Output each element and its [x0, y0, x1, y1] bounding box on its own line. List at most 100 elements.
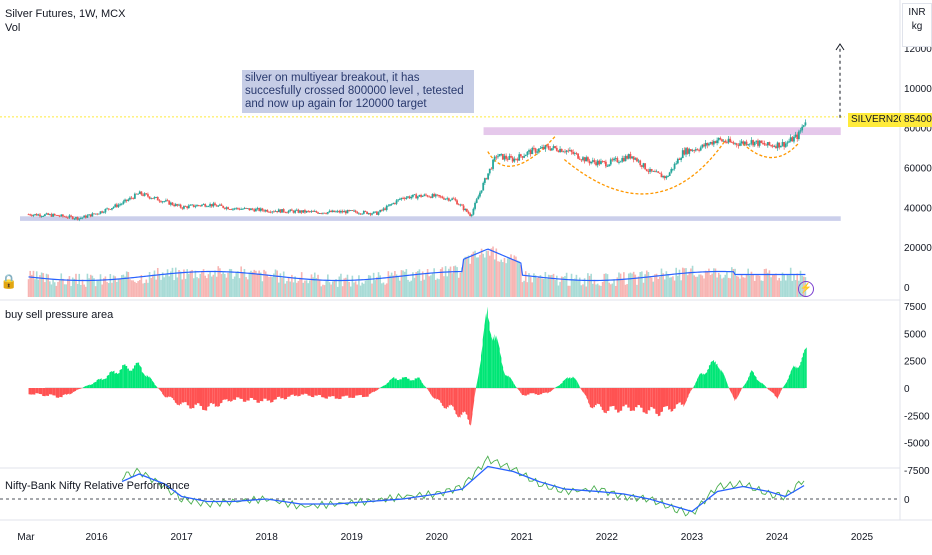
candle-body [690, 149, 692, 152]
candle-body [109, 209, 112, 210]
candle-body [325, 213, 328, 215]
candle-body [531, 147, 534, 155]
candle-body [459, 204, 462, 206]
volume-bar [53, 282, 56, 297]
pressure-segment [270, 388, 274, 403]
pressure-segment [703, 373, 706, 388]
pressure-segment [583, 388, 585, 395]
pressure-segment [611, 388, 615, 407]
volume-bar [534, 275, 537, 297]
candle-body [299, 210, 301, 213]
volume-bar [318, 280, 321, 297]
candle-body [40, 216, 43, 217]
candle-body [662, 175, 665, 178]
volume-bar [336, 286, 339, 297]
candle-body [364, 211, 367, 212]
candle-body [742, 141, 745, 145]
candle-body [464, 208, 467, 211]
volume-bar [691, 265, 694, 297]
volume-bar [220, 273, 223, 297]
candle-body [125, 199, 128, 201]
candle-body [644, 163, 647, 170]
candle-body [565, 150, 568, 152]
annotation-note[interactable]: silver on multiyear breakout, it has suc… [242, 70, 474, 113]
volume-bar [343, 278, 346, 297]
volume-bar [583, 278, 586, 297]
pressure-segment [290, 388, 294, 396]
candle-body [789, 137, 792, 142]
volume-bar [286, 281, 288, 297]
pressure-segment [494, 334, 497, 388]
volume-bar [191, 269, 193, 297]
candle-body [410, 196, 413, 199]
pressure-segment [652, 388, 656, 409]
volume-bar [708, 268, 710, 297]
candle-body [344, 211, 347, 214]
volume-bar [433, 268, 435, 297]
volume-bar [547, 274, 550, 297]
pressure-segment [465, 388, 468, 415]
pressure-segment [69, 388, 73, 395]
candle-body [479, 192, 481, 197]
pressure-segment [194, 388, 197, 405]
candle-body [274, 211, 277, 212]
volume-bar [322, 284, 324, 297]
pressure-segment [137, 362, 140, 388]
volume-bar [402, 270, 404, 297]
candle-body [519, 154, 522, 157]
candle-body [652, 171, 655, 172]
volume-bar [62, 278, 64, 297]
pressure-segment [637, 388, 641, 406]
volume-bar [672, 276, 674, 297]
currency-selector[interactable]: INR kg [902, 3, 932, 47]
volume-bar [510, 254, 512, 297]
volume-bar [70, 286, 72, 297]
lock-icon[interactable]: 🔒 [0, 273, 18, 289]
volume-bar [470, 253, 473, 297]
candle-body [554, 146, 557, 148]
volume-bar [629, 272, 632, 297]
pressure-segment [783, 383, 786, 388]
volume-bar [457, 277, 460, 297]
pressure-segment [419, 378, 422, 388]
volume-bar [469, 263, 471, 297]
volume-bar [758, 275, 761, 297]
volume-bar [771, 274, 774, 297]
pressure-segment [391, 376, 395, 388]
volume-bar [783, 274, 785, 297]
pressure-segment [371, 388, 374, 393]
pressure-segment [731, 388, 733, 396]
candle-body [596, 160, 599, 166]
pressure-segment [263, 388, 267, 399]
pressure-segment [159, 388, 163, 393]
pressure-segment [283, 388, 288, 400]
candle-body [660, 173, 663, 178]
volume-bar [305, 280, 308, 297]
candle-body [156, 197, 159, 201]
pressure-segment [463, 388, 466, 413]
candle-body [591, 160, 594, 162]
pressure-segment [756, 379, 760, 388]
candle-body [526, 151, 529, 156]
volume-bar [367, 275, 370, 297]
pressure-segment [680, 388, 684, 405]
volume-bar [291, 274, 293, 297]
pressure-segment [774, 388, 777, 398]
volume-bar [138, 280, 141, 297]
volume-bar [690, 268, 692, 297]
candle-body [407, 196, 409, 198]
candle-body [446, 198, 449, 200]
candle-body [582, 157, 584, 160]
volume-bar [76, 283, 79, 297]
volume-bar [423, 279, 426, 297]
y-tick-label: -7500 [904, 466, 930, 477]
flash-icon[interactable]: ⚡ [798, 281, 814, 297]
candle-body [425, 194, 427, 196]
pressure-segment [691, 386, 694, 390]
candle-body [395, 200, 398, 204]
volume-bar [217, 266, 220, 297]
volume-bar [307, 283, 310, 297]
volume-bar [673, 280, 676, 297]
